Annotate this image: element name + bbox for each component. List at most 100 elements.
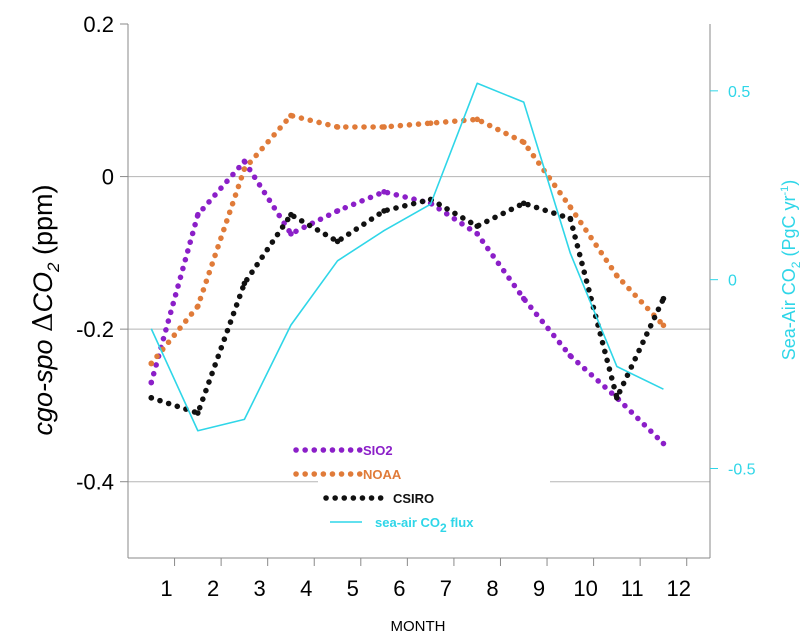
legend-label-main: sea-air CO [375, 515, 440, 530]
data-point-noaa [334, 124, 341, 130]
data-point-flux [337, 260, 339, 262]
left-tick-label: 0.2 [83, 12, 114, 37]
data-point-sio2 [520, 295, 527, 302]
data-point-noaa [567, 204, 574, 210]
data-point-csiro [148, 395, 155, 401]
x-axis-label: MONTH [391, 618, 446, 635]
data-point-flux [662, 388, 664, 390]
legend-label-sub: 2 [440, 521, 447, 535]
legend-label-flux: sea-air CO2 flux [375, 515, 474, 535]
right-y-axis-label: Sea-Air CO2 (PgC yr-1) [779, 180, 803, 361]
left-y-label-delta: Δ [28, 312, 59, 332]
x-tick-label: 12 [666, 576, 690, 601]
data-point-noaa [148, 360, 155, 367]
data-point-noaa [660, 322, 667, 329]
series-noaa [148, 112, 667, 367]
data-point-sio2 [381, 189, 387, 195]
data-point-csiro [381, 208, 387, 214]
right-y-label-suffix: ) [779, 180, 799, 186]
data-point-noaa [241, 166, 248, 172]
series-line-sio2 [148, 158, 667, 447]
series-line-csiro [148, 196, 667, 416]
left-tick-label: 0 [102, 165, 114, 190]
left-tick-label: -0.2 [76, 317, 114, 342]
data-point-sio2 [148, 379, 155, 386]
x-tick-label: 6 [393, 576, 405, 601]
data-point-csiro [334, 238, 341, 245]
legend-label-noaa: NOAA [363, 467, 402, 482]
data-point-sio2 [288, 230, 294, 237]
data-point-noaa [195, 303, 201, 310]
data-point-sio2 [474, 230, 481, 237]
legend-label-suffix: flux [447, 515, 474, 530]
data-point-csiro [241, 280, 248, 287]
data-point-flux [523, 101, 525, 103]
data-point-flux [616, 366, 618, 368]
data-point-flux [290, 324, 292, 326]
x-tick-label: 5 [347, 576, 359, 601]
data-point-sio2 [195, 211, 201, 218]
data-point-flux [243, 418, 245, 420]
data-point-noaa [427, 120, 434, 126]
x-tick-label: 3 [254, 576, 266, 601]
left-y-label-main: CO [28, 272, 58, 313]
series-sio2 [148, 158, 667, 447]
x-tick-label: 11 [621, 576, 644, 601]
left-y-axis-label: cgo-spo ΔCO2 (ppm) [28, 184, 63, 435]
right-y-label-sub: 2 [789, 261, 803, 268]
legend: SIO2 NOAA CSIRO sea-air CO2 flux [293, 443, 550, 535]
series-layer [148, 82, 667, 447]
data-point-flux [150, 328, 152, 330]
legend-backdrop [318, 463, 550, 515]
right-y-axis: 0.5 0 -0.5 [710, 84, 756, 478]
right-y-label-sup: -1 [779, 186, 791, 196]
right-tick-label: 0.5 [728, 84, 750, 101]
left-y-axis: 0.2 0 -0.2 -0.4 [76, 12, 128, 495]
series-line-flux [150, 82, 664, 432]
series-line-noaa [148, 112, 667, 367]
legend-label-csiro: CSIRO [393, 491, 434, 506]
left-y-label-sub: 2 [44, 262, 63, 273]
data-point-csiro [195, 410, 201, 416]
data-point-csiro [474, 223, 481, 229]
gridlines [128, 176, 710, 483]
right-y-label-mid: (PgC yr [779, 196, 799, 262]
legend-label-sio2: SIO2 [363, 443, 393, 458]
x-tick-label: 4 [300, 576, 312, 601]
data-point-noaa [288, 112, 294, 119]
data-point-sio2 [567, 353, 574, 359]
data-point-flux [430, 203, 432, 205]
data-point-sio2 [660, 440, 667, 447]
plot-frame [127, 24, 711, 559]
data-point-noaa [614, 272, 620, 279]
data-point-noaa [381, 124, 387, 130]
x-tick-label: 9 [533, 576, 545, 601]
data-point-noaa [520, 139, 527, 146]
x-tick-label: 1 [160, 576, 172, 601]
left-y-label-suffix: (ppm) [28, 184, 58, 262]
x-axis: 1 2 3 4 5 6 7 8 9 10 11 12 [160, 558, 691, 601]
right-tick-label: 0 [728, 273, 737, 290]
data-point-csiro [660, 295, 667, 302]
data-point-flux [383, 230, 385, 232]
data-point-noaa [474, 116, 481, 123]
series-flux [150, 82, 664, 432]
data-point-flux [569, 252, 571, 254]
data-point-sio2 [334, 208, 341, 214]
x-tick-label: 8 [486, 576, 498, 601]
data-point-csiro [614, 395, 620, 401]
x-tick-label: 2 [207, 576, 219, 601]
data-point-flux [476, 82, 478, 84]
right-y-label-main: Sea-Air CO [779, 268, 799, 360]
right-tick-label: -0.5 [728, 461, 756, 478]
data-point-flux [197, 430, 199, 432]
data-point-csiro [567, 215, 574, 222]
data-point-csiro [520, 200, 527, 207]
left-y-label-prefix: cgo-spo [28, 332, 58, 436]
x-tick-label: 10 [573, 576, 597, 601]
data-point-csiro [288, 211, 294, 218]
left-tick-label: -0.4 [76, 470, 114, 495]
x-tick-label: 7 [440, 576, 452, 601]
data-point-sio2 [241, 158, 248, 165]
